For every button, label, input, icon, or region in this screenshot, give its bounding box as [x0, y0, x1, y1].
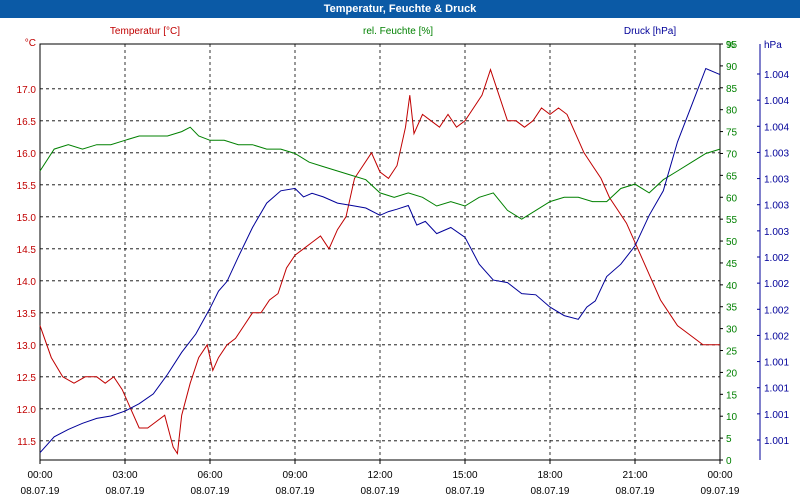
pressure-tick-label: 1.001: [764, 436, 789, 447]
pressure-series-line: [39, 67, 721, 454]
x-tick-label-date: 09.07.19: [701, 486, 740, 497]
temperature-tick-label: 15.5: [17, 181, 37, 192]
humidity-tick-label: 60: [726, 193, 738, 204]
pressure-tick-label: 1.004: [764, 122, 789, 133]
pressure-tick-label: 1.004: [764, 70, 789, 81]
humidity-tick-label: 70: [726, 149, 738, 160]
pressure-axis-title: Druck [hPa]: [624, 26, 676, 37]
humidity-unit-label: %: [726, 40, 735, 51]
pressure-tick-label: 1.003: [764, 201, 789, 212]
humidity-tick-label: 45: [726, 259, 738, 270]
pressure-tick-label: 1.002: [764, 279, 789, 290]
humidity-tick-label: 5: [726, 434, 732, 445]
temperature-axis-title: Temperatur [°C]: [110, 26, 180, 37]
humidity-series-line: [39, 126, 721, 220]
x-tick-label-time: 09:00: [282, 470, 307, 481]
humidity-tick-label: 40: [726, 281, 738, 292]
temperature-tick-label: 14.5: [17, 245, 37, 256]
x-tick-label-date: 08.07.19: [191, 486, 230, 497]
pressure-tick-label: 1.003: [764, 148, 789, 159]
x-tick-label-time: 18:00: [537, 470, 562, 481]
pressure-unit-label: hPa: [764, 40, 782, 51]
humidity-tick-label: 15: [726, 390, 738, 401]
humidity-tick-label: 50: [726, 237, 738, 248]
x-tick-label-time: 12:00: [367, 470, 392, 481]
temperature-tick-label: 15.0: [17, 213, 37, 224]
pressure-tick-label: 1.002: [764, 305, 789, 316]
x-tick-label-date: 08.07.19: [616, 486, 655, 497]
x-tick-label-date: 08.07.19: [106, 486, 145, 497]
humidity-tick-label: 65: [726, 171, 738, 182]
humidity-tick-label: 85: [726, 84, 738, 95]
temperature-tick-label: 17.0: [17, 85, 37, 96]
temperature-tick-label: 12.5: [17, 373, 37, 384]
pressure-tick-label: 1.001: [764, 384, 789, 395]
temperature-series-line: [39, 68, 720, 456]
pressure-tick-label: 1.002: [764, 253, 789, 264]
temperature-tick-label: 16.5: [17, 117, 37, 128]
humidity-tick-label: 10: [726, 412, 738, 423]
temperature-tick-label: 13.5: [17, 309, 37, 320]
humidity-tick-label: 80: [726, 106, 738, 117]
x-tick-label-time: 15:00: [452, 470, 477, 481]
temperature-tick-label: 12.0: [17, 405, 37, 416]
pressure-tick-label: 1.004: [764, 96, 789, 107]
pressure-tick-label: 1.001: [764, 410, 789, 421]
pressure-tick-label: 1.001: [764, 358, 789, 369]
x-tick-label-date: 08.07.19: [446, 486, 485, 497]
plot-area: [39, 43, 721, 461]
pressure-tick-label: 1.002: [764, 331, 789, 342]
humidity-tick-label: 95: [726, 40, 738, 51]
temperature-tick-label: 13.0: [17, 341, 37, 352]
x-tick-label-time: 00:00: [707, 470, 732, 481]
humidity-tick-label: 35: [726, 303, 738, 314]
temperature-tick-label: 11.5: [17, 437, 36, 448]
x-tick-label-date: 08.07.19: [531, 486, 570, 497]
humidity-tick-label: 90: [726, 62, 738, 73]
temperature-tick-label: 14.0: [17, 277, 37, 288]
pressure-tick-label: 1.003: [764, 175, 789, 186]
humidity-tick-label: 55: [726, 215, 738, 226]
x-tick-label-time: 21:00: [622, 470, 647, 481]
x-tick-label-date: 08.07.19: [276, 486, 315, 497]
x-tick-label-time: 06:00: [197, 470, 222, 481]
x-tick-label-time: 00:00: [27, 470, 52, 481]
x-tick-label-date: 08.07.19: [21, 486, 60, 497]
humidity-tick-label: 20: [726, 368, 738, 379]
humidity-tick-label: 75: [726, 128, 738, 139]
x-tick-label-time: 03:00: [112, 470, 137, 481]
chart-title: Temperatur, Feuchte & Druck: [0, 0, 800, 18]
humidity-axis-title: rel. Feuchte [%]: [363, 26, 433, 37]
pressure-tick-label: 1.003: [764, 227, 789, 238]
humidity-tick-label: 0: [726, 456, 732, 467]
temperature-tick-label: 16.0: [17, 149, 37, 160]
humidity-tick-label: 25: [726, 347, 738, 358]
humidity-tick-label: 30: [726, 325, 738, 336]
x-tick-label-date: 08.07.19: [361, 486, 400, 497]
temperature-unit-label: °C: [25, 38, 36, 49]
